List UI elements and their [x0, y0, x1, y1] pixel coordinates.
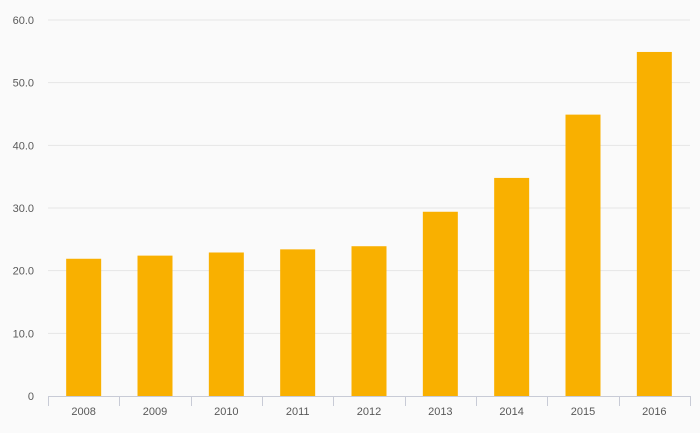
bar-2008[interactable] [66, 258, 102, 396]
y-tick-label: 60.0 [13, 15, 34, 27]
y-tick-label: 50.0 [13, 78, 34, 90]
y-tick-label: 0 [28, 391, 34, 403]
y-tick-label: 40.0 [13, 140, 34, 152]
x-tick-label: 2009 [143, 406, 167, 418]
bar-2009[interactable] [137, 255, 173, 396]
x-axis-labels: 2008 2009 2010 2011 2012 2013 2014 2015 2016 [71, 406, 666, 418]
x-axis [48, 396, 691, 406]
x-tick-label: 2014 [499, 406, 523, 418]
bar-2011[interactable] [280, 249, 316, 396]
bar-2015[interactable] [565, 114, 601, 397]
x-tick-label: 2008 [71, 406, 95, 418]
bar-2016[interactable] [636, 51, 672, 397]
x-tick-label: 2015 [571, 406, 595, 418]
bar-2010[interactable] [208, 252, 244, 396]
bars [66, 51, 672, 397]
y-tick-label: 10.0 [13, 328, 34, 340]
x-tick-label: 2011 [286, 406, 310, 418]
x-tick-label: 2013 [428, 406, 452, 418]
y-tick-label: 20.0 [13, 266, 34, 278]
bar-2012[interactable] [351, 246, 387, 396]
x-tick-label: 2016 [642, 406, 666, 418]
bar-2013[interactable] [422, 211, 458, 396]
bar-2014[interactable] [494, 177, 530, 396]
y-tick-label: 30.0 [13, 203, 34, 215]
x-tick-label: 2012 [357, 406, 381, 418]
x-tick-label: 2010 [214, 406, 238, 418]
y-axis-labels: 0 10.0 20.0 30.0 40.0 50.0 60.0 [13, 15, 34, 403]
